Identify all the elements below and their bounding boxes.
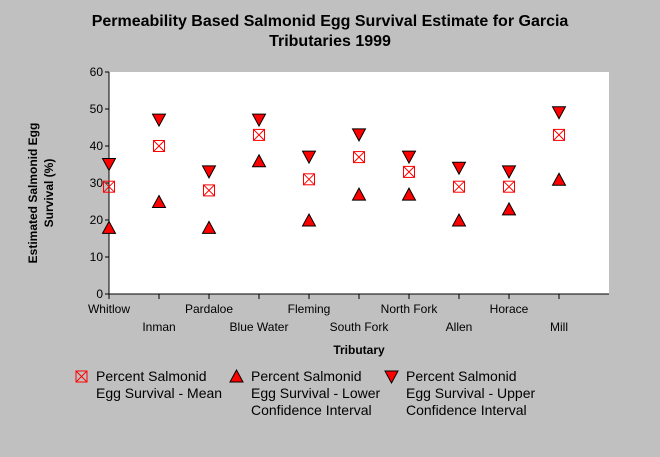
upper-ci-marker xyxy=(401,150,417,165)
lower-ci-marker xyxy=(501,201,517,216)
mean-marker xyxy=(203,184,215,197)
x-tick-label: Allen xyxy=(446,320,473,334)
legend: Percent Salmonid Egg Survival - Mean Per… xyxy=(74,368,654,448)
y-tick-label: 20 xyxy=(90,213,104,227)
lower-ci-marker xyxy=(401,187,417,201)
mean-marker xyxy=(253,128,265,141)
mean-marker-cross xyxy=(403,166,415,178)
lower-ci-marker xyxy=(551,172,567,186)
y-tick-label: 40 xyxy=(90,139,104,153)
mean-marker xyxy=(353,151,365,164)
x-tick-label: Blue Water xyxy=(230,320,289,334)
mean-marker xyxy=(403,165,415,178)
x-tick-label: Horace xyxy=(490,302,529,316)
triangle-down-marker-icon xyxy=(384,370,399,385)
upper-ci-marker xyxy=(451,161,467,176)
mean-marker-cross xyxy=(303,173,315,186)
x-tick-label: Inman xyxy=(142,320,175,334)
plot-area xyxy=(109,72,609,294)
upper-ci-marker xyxy=(551,106,567,120)
legend-label-upper: Percent Salmonid Egg Survival - Upper Co… xyxy=(406,368,536,418)
x-tick-label: Fleming xyxy=(288,302,331,316)
y-tick-label: 0 xyxy=(96,287,103,301)
mean-marker xyxy=(303,173,315,186)
chart-title: Permeability Based Salmonid Egg Survival… xyxy=(0,12,660,52)
mean-marker-cross xyxy=(453,180,465,193)
chart-title-line2: Tributaries 1999 xyxy=(269,33,391,50)
mean-marker-cross xyxy=(353,151,365,163)
y-axis-title: Estimated Salmonid Egg xyxy=(26,123,40,264)
x-tick-label: Pardaloe xyxy=(185,302,233,316)
upper-ci-marker xyxy=(501,165,517,179)
y-tick-label: 50 xyxy=(90,102,104,116)
x-axis-title: Tributary xyxy=(333,343,385,357)
mean-marker-cross xyxy=(203,184,215,197)
lower-ci-marker xyxy=(251,153,267,168)
lower-ci-marker xyxy=(451,212,467,227)
lower-ci-marker xyxy=(101,220,117,234)
mean-marker xyxy=(153,140,165,152)
boxed-x-marker-icon xyxy=(75,370,88,383)
legend-label-mean: Percent Salmonid Egg Survival - Mean xyxy=(96,368,223,401)
lower-ci-marker xyxy=(151,194,167,208)
lower-ci-marker xyxy=(201,220,217,234)
x-tick-label: Mill xyxy=(550,320,568,334)
x-tick-label: Whitlow xyxy=(88,302,130,316)
mean-marker xyxy=(553,128,565,141)
mean-marker-cross xyxy=(553,129,565,141)
y-axis-title: Survival (%) xyxy=(42,159,56,228)
x-tick-label: North Fork xyxy=(381,302,439,316)
mean-marker-cross xyxy=(103,180,115,193)
mean-marker-cross xyxy=(253,129,265,141)
lower-ci-marker xyxy=(351,187,367,201)
triangle-up-marker-icon xyxy=(229,369,244,383)
mean-marker-cross xyxy=(153,140,165,152)
upper-ci-marker xyxy=(101,158,117,172)
chart-title-line1: Permeability Based Salmonid Egg Survival… xyxy=(91,13,569,30)
upper-ci-marker xyxy=(301,150,317,165)
upper-ci-marker xyxy=(201,165,217,179)
mean-marker-cross xyxy=(503,180,515,193)
lower-ci-marker xyxy=(301,212,317,227)
upper-ci-marker xyxy=(351,128,367,142)
legend-label-lower: Percent Salmonid Egg Survival - Lower Co… xyxy=(251,368,381,418)
y-tick-label: 30 xyxy=(90,176,104,190)
upper-ci-marker xyxy=(151,113,167,128)
mean-marker xyxy=(103,180,115,193)
mean-marker xyxy=(503,180,515,193)
mean-marker xyxy=(453,180,465,193)
upper-ci-marker xyxy=(251,113,267,128)
y-tick-label: 10 xyxy=(90,250,104,264)
x-tick-label: South Fork xyxy=(330,320,390,334)
y-tick-label: 60 xyxy=(90,65,104,79)
